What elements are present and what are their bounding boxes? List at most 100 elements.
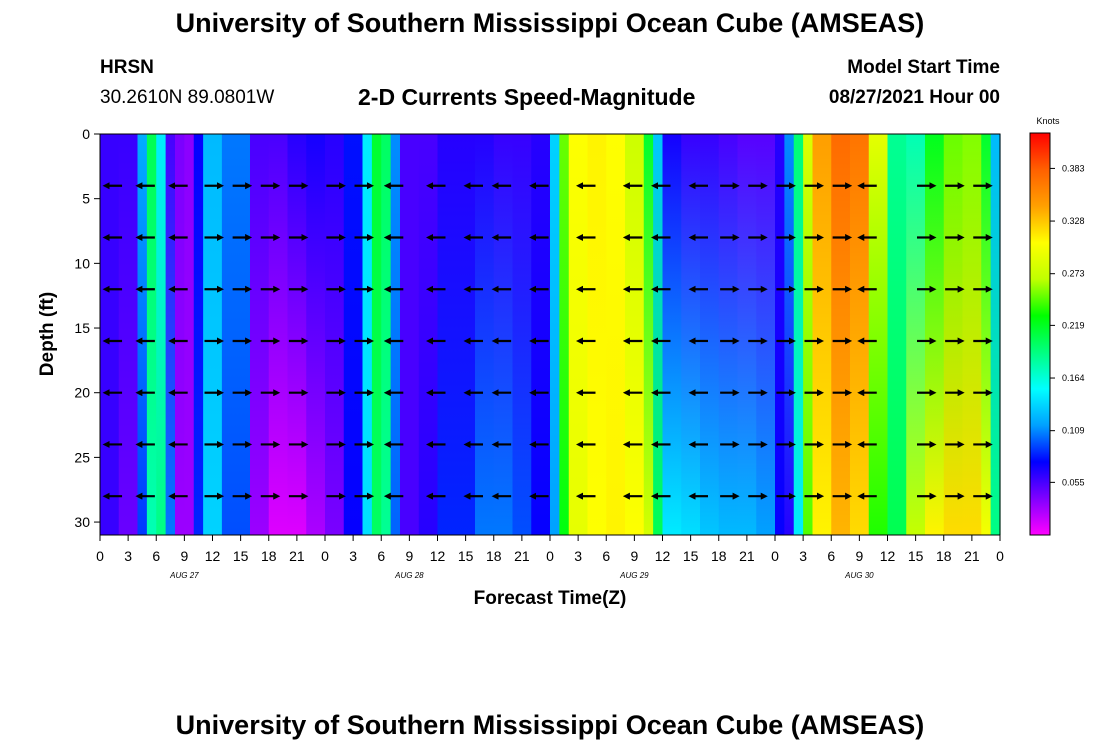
heat-cell xyxy=(606,134,626,535)
heat-cell xyxy=(165,134,176,535)
heat-cell xyxy=(175,134,185,535)
heat-cell xyxy=(718,134,739,535)
heat-cell xyxy=(250,134,270,535)
x-tick-label: 9 xyxy=(630,548,638,564)
x-tick-label: 18 xyxy=(936,548,952,564)
date-label: AUG 30 xyxy=(844,571,874,580)
heat-cell xyxy=(362,134,373,535)
heat-cell xyxy=(737,134,757,535)
heat-cell xyxy=(184,134,195,535)
x-tick-label: 12 xyxy=(430,548,446,564)
colorbar-tick-label: 0.273 xyxy=(1062,269,1085,279)
x-tick-label: 15 xyxy=(908,548,924,564)
x-tick-label: 21 xyxy=(289,548,305,564)
heat-cell xyxy=(784,134,795,535)
x-tick-label: 15 xyxy=(683,548,699,564)
chart-title-top: University of Southern Mississippi Ocean… xyxy=(175,8,925,38)
colorbar-tick-label: 0.164 xyxy=(1062,373,1085,383)
x-tick-label: 0 xyxy=(96,548,104,564)
y-tick-label: 5 xyxy=(82,191,90,207)
heat-cell xyxy=(512,134,532,535)
heat-cell xyxy=(850,134,870,535)
heat-cell xyxy=(793,134,804,535)
x-tick-label: 3 xyxy=(124,548,132,564)
x-tick-label: 21 xyxy=(739,548,755,564)
chart-title-bottom: University of Southern Mississippi Ocean… xyxy=(175,710,925,740)
x-tick-label: 18 xyxy=(711,548,727,564)
x-tick-label: 12 xyxy=(655,548,671,564)
heat-cell xyxy=(775,134,785,535)
colorbar xyxy=(1029,132,1051,536)
x-tick-label: 0 xyxy=(321,548,329,564)
x-tick-label: 15 xyxy=(458,548,474,564)
heat-cell xyxy=(662,134,682,535)
heat-cell xyxy=(831,134,851,535)
x-tick-label: 9 xyxy=(405,548,413,564)
heat-cell xyxy=(803,134,814,535)
x-tick-label: 21 xyxy=(514,548,530,564)
heat-cell xyxy=(418,134,439,535)
heat-cell xyxy=(100,134,120,535)
station-name: HRSN xyxy=(100,57,154,78)
date-label: AUG 28 xyxy=(394,571,424,580)
y-tick-label: 20 xyxy=(74,385,90,401)
heat-cell xyxy=(193,134,204,535)
x-tick-label: 6 xyxy=(152,548,160,564)
y-tick-label: 30 xyxy=(74,514,90,530)
heat-cell xyxy=(400,134,420,535)
heat-cell xyxy=(221,134,251,535)
heat-cell xyxy=(325,134,345,535)
y-tick-label: 25 xyxy=(74,449,90,465)
x-tick-label: 15 xyxy=(233,548,249,564)
heat-cell xyxy=(493,134,514,535)
model-start-value: 08/27/2021 Hour 00 xyxy=(828,87,1000,108)
heat-cell xyxy=(287,134,307,535)
heat-cell xyxy=(925,134,945,535)
x-tick-label: 21 xyxy=(964,548,980,564)
heat-cell xyxy=(203,134,223,535)
heat-cell xyxy=(343,134,364,535)
heat-cell xyxy=(118,134,139,535)
station-coordinates: 30.2610N 89.0801W xyxy=(100,87,275,108)
x-tick-label: 0 xyxy=(996,548,1004,564)
heat-cell xyxy=(643,134,654,535)
heat-cell xyxy=(568,134,589,535)
heat-cell xyxy=(137,134,148,535)
heat-cell xyxy=(587,134,607,535)
x-tick-label: 12 xyxy=(880,548,896,564)
heat-cell xyxy=(371,134,382,535)
heat-cell xyxy=(437,134,476,535)
x-tick-label: 9 xyxy=(180,548,188,564)
x-tick-label: 6 xyxy=(377,548,385,564)
heat-cell xyxy=(868,134,889,535)
colorbar-tick-label: 0.219 xyxy=(1062,320,1085,330)
x-axis: 0 3 6 9 12 15 18 21 0 3 6 9 12 15 18 21 0 3 6 9 12 15 18 21 0 3 6 9… xyxy=(96,535,1004,580)
y-axis-label: Depth (ft) xyxy=(37,292,58,376)
heat-cell xyxy=(981,134,992,535)
heat-cell xyxy=(681,134,701,535)
colorbar-tick-label: 0.109 xyxy=(1062,426,1085,436)
x-tick-label: 18 xyxy=(261,548,277,564)
x-tick-label: 3 xyxy=(799,548,807,564)
heat-cell xyxy=(390,134,401,535)
colorbar-tick-label: 0.383 xyxy=(1062,163,1085,173)
heat-cell xyxy=(756,134,776,535)
x-tick-label: 6 xyxy=(827,548,835,564)
heat-cell xyxy=(700,134,720,535)
x-tick-label: 3 xyxy=(574,548,582,564)
colorbar-tick-label: 0.328 xyxy=(1062,216,1085,226)
heat-cell xyxy=(531,134,551,535)
x-tick-label: 0 xyxy=(771,548,779,564)
heat-cell xyxy=(812,134,832,535)
heat-cell xyxy=(381,134,392,535)
heat-cell xyxy=(475,134,495,535)
current-vectors xyxy=(102,182,993,500)
heat-cell xyxy=(559,134,570,535)
x-tick-label: 12 xyxy=(205,548,221,564)
x-tick-label: 0 xyxy=(546,548,554,564)
colorbar-tick-label: 0.055 xyxy=(1062,477,1085,487)
heat-cell xyxy=(906,134,926,535)
heat-cell xyxy=(268,134,289,535)
speed-heatmap xyxy=(100,134,1001,535)
